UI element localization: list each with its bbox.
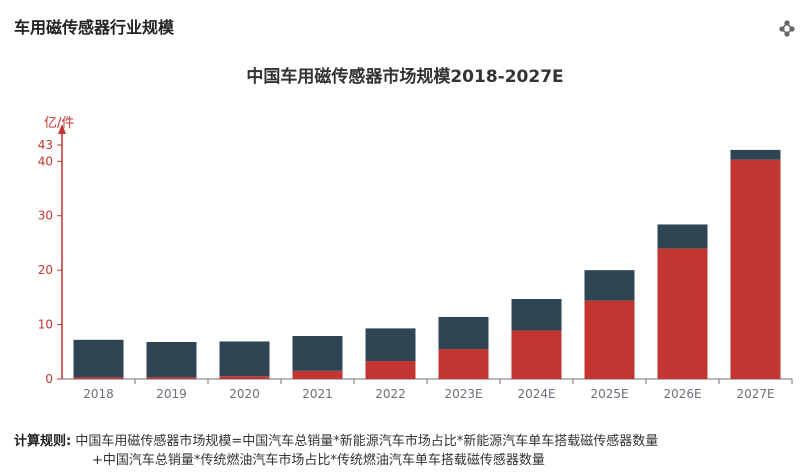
rule-text-line1: 中国车用磁传感器市场规模=中国汽车总销量*新能源汽车市场占比*新能源汽车单车搭载… [75, 434, 659, 449]
watermark-subtext: 行业报告 IPOIPO.CN [307, 262, 444, 277]
rule-text-line2: +中国汽车总销量*传统燃油汽车市场占比*传统燃油汽车单车搭载磁传感器数量 [92, 453, 545, 468]
y-axis-arrow [58, 124, 66, 134]
x-tick-label: 2026E [663, 387, 701, 401]
bar-segment-red [146, 377, 197, 379]
bar-segment-red [730, 159, 781, 379]
y-axis-label: 亿/件 [44, 116, 74, 131]
bar-segment-dark [730, 149, 781, 160]
x-tick-label: 2020 [229, 387, 260, 401]
page-title: 车用磁传感器行业规模 [14, 18, 175, 37]
bar-segment-red [219, 376, 270, 379]
bar-segment-dark [146, 341, 197, 378]
share-icon[interactable] [778, 19, 796, 37]
y-tick-label: 0 [45, 372, 53, 386]
bar-segment-red [73, 377, 124, 379]
bar-segment-red [292, 370, 343, 379]
rule-label: 计算规则: [14, 434, 72, 449]
x-tick-label: 2018 [83, 387, 114, 401]
x-tick-label: 2025E [590, 387, 628, 401]
bar-segment-red [365, 361, 416, 379]
x-tick-label: 2023E [444, 387, 482, 401]
x-tick-label: 2019 [156, 387, 187, 401]
y-tick-label: 40 [38, 154, 53, 168]
x-tick-label: 2022 [375, 387, 406, 401]
x-tick-label: 2027E [736, 387, 774, 401]
bar-segment-red [584, 300, 635, 379]
bar-segment-dark [584, 270, 635, 301]
bar-segment-dark [365, 328, 416, 362]
bar-segment-dark [511, 299, 562, 331]
bar-segment-dark [292, 336, 343, 371]
y-tick-label: 43 [38, 138, 53, 152]
bar-segment-red [438, 349, 489, 379]
bar-segment-dark [657, 224, 708, 249]
y-tick-label: 10 [38, 318, 53, 332]
chart-title: 中国车用磁传感器市场规模2018-2027E [246, 67, 564, 87]
x-tick-label: 2021 [302, 387, 333, 401]
watermark-text: 并购家 [300, 209, 412, 250]
y-tick-label: 30 [38, 209, 53, 223]
bar-segment-dark [219, 341, 270, 377]
x-tick-label: 2024E [517, 387, 555, 401]
bar-segment-red [657, 248, 708, 379]
bar-segment-dark [73, 339, 124, 378]
bar-segment-red [511, 330, 562, 379]
bar-segment-dark [438, 316, 489, 350]
y-tick-label: 20 [38, 263, 53, 277]
calculation-rule: 计算规则: 中国车用磁传感器市场规模=中国汽车总销量*新能源汽车市场占比*新能源… [14, 432, 804, 470]
